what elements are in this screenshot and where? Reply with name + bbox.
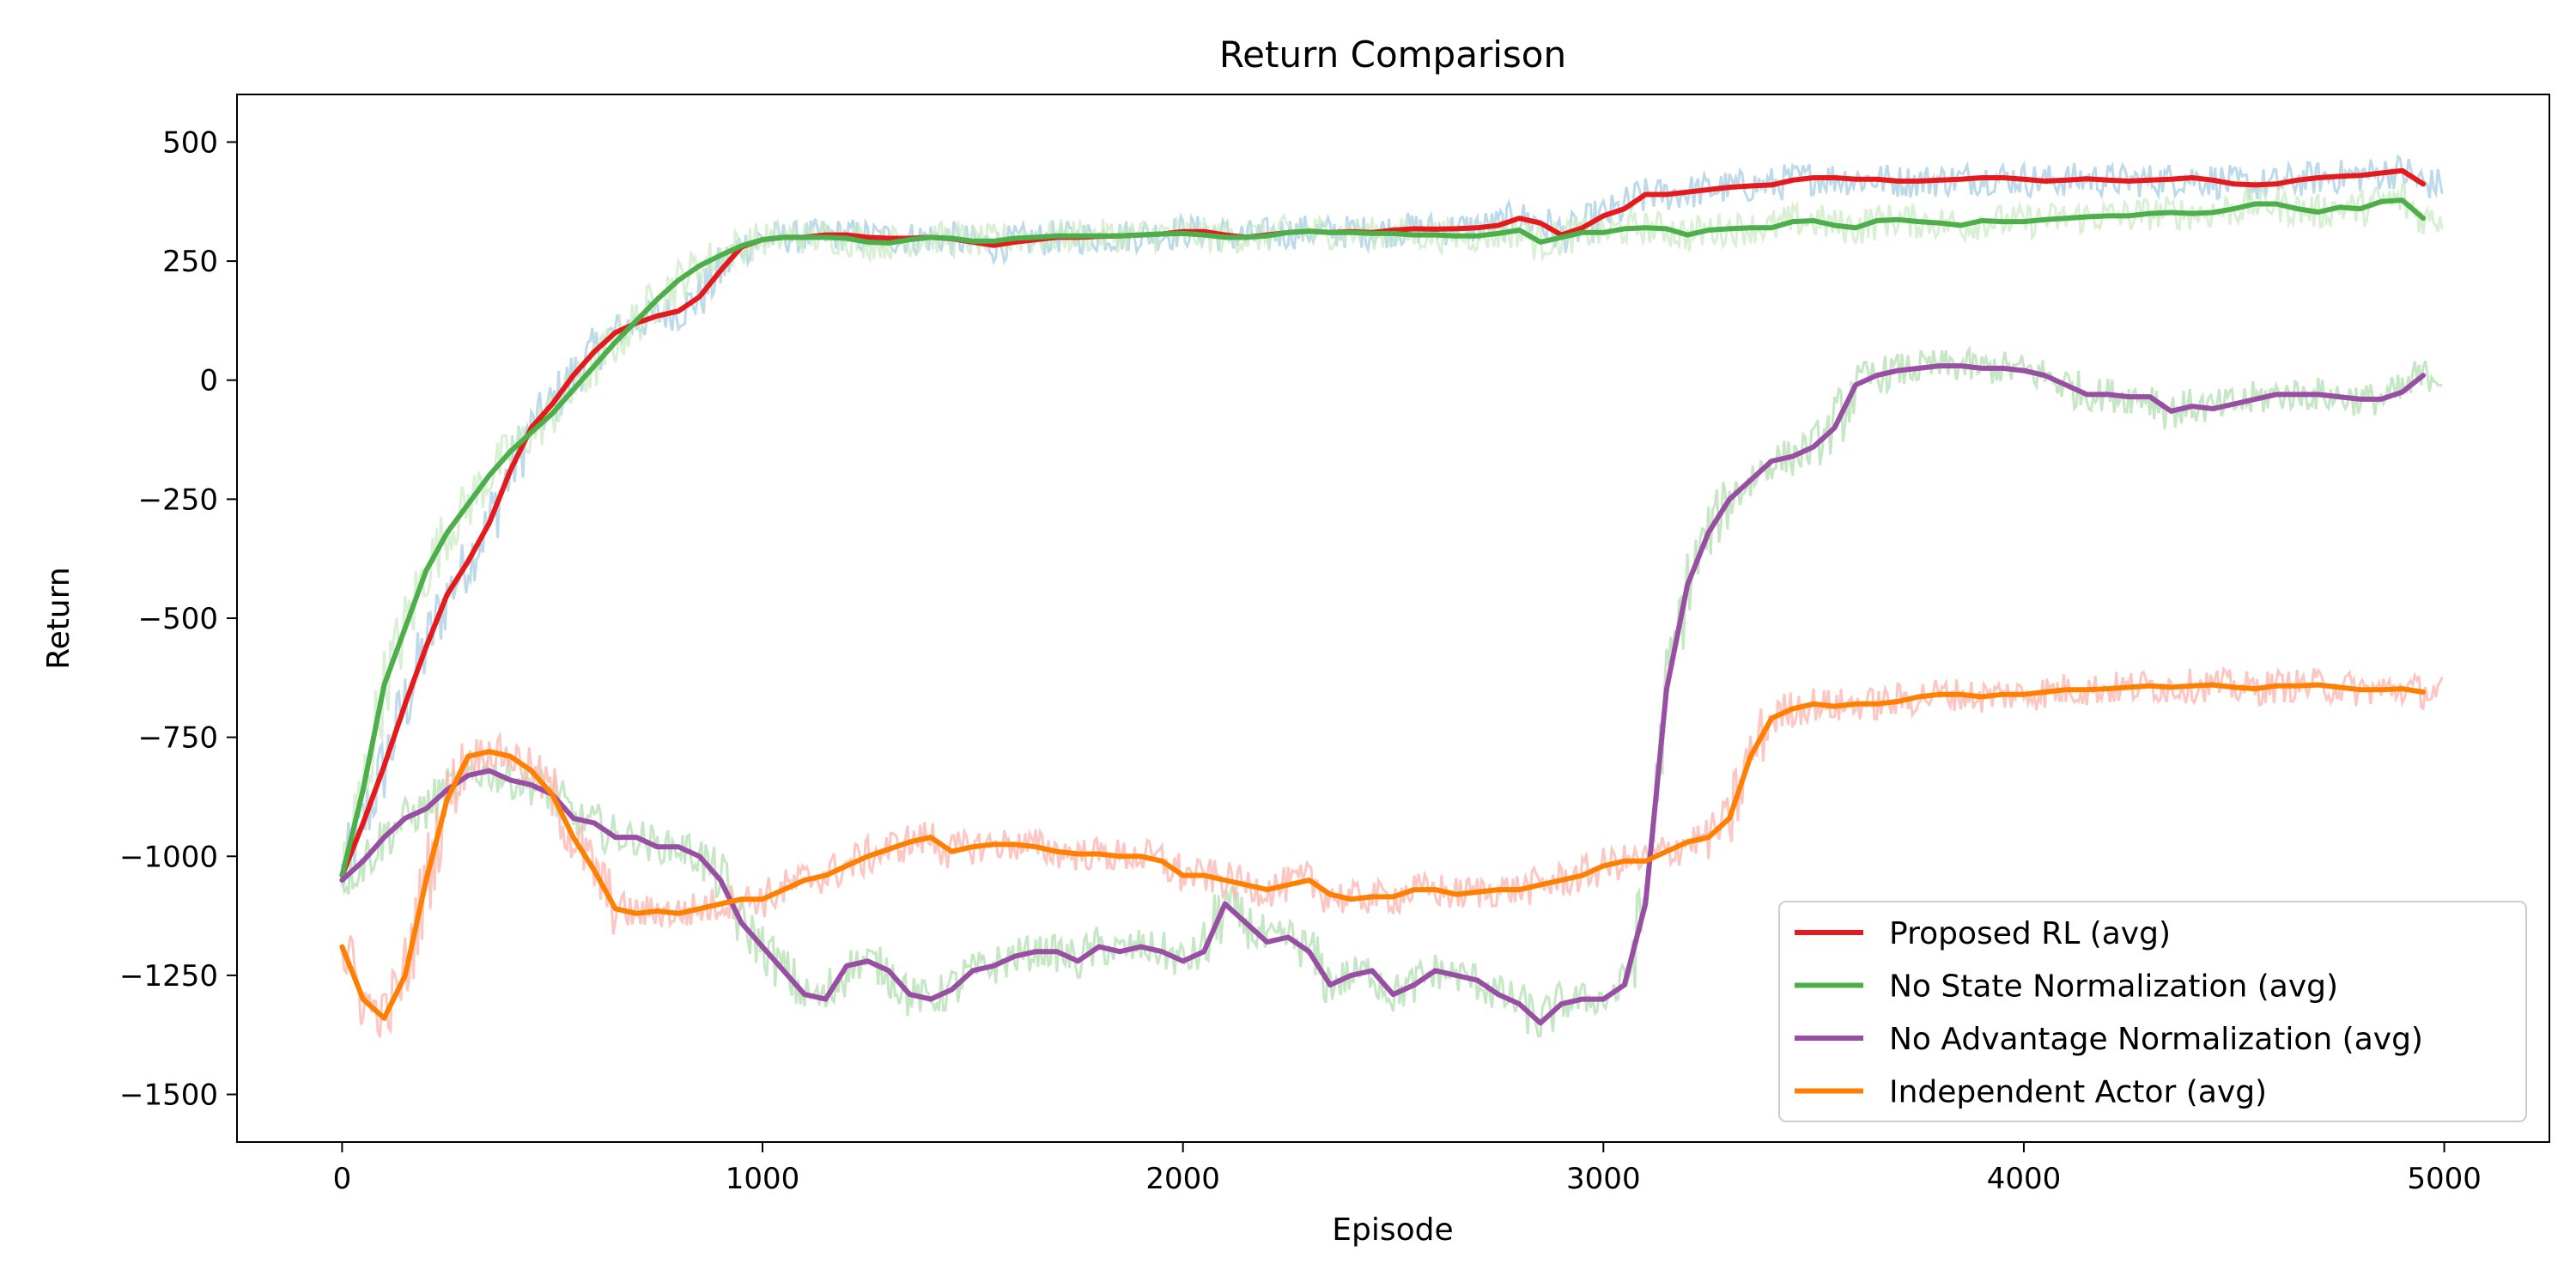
legend-box	[1778, 901, 2527, 1122]
raw-trace-2	[340, 344, 2443, 1038]
x-axis-ticks: 0 1000 2000 3000 4000 5000	[333, 1142, 2482, 1196]
y-tick-label: −1000	[119, 840, 218, 874]
series-line-3	[339, 682, 2427, 1021]
x-tick-label: 2000	[1145, 1162, 1220, 1196]
legend-entry: Independent Actor (avg)	[1889, 1075, 2267, 1110]
avg-series-layer	[339, 167, 2427, 1026]
y-tick-label: −250	[138, 483, 218, 517]
series-line-2	[339, 363, 2427, 1026]
x-tick-label: 4000	[1987, 1162, 2062, 1196]
y-axis-ticks: 500 250 0 −250 −500 −750 −1000 −1250 −1500	[119, 125, 237, 1113]
chart-title: Return Comparison	[1219, 33, 1566, 76]
y-tick-label: −750	[138, 721, 218, 756]
y-tick-label: 250	[162, 245, 218, 279]
legend-entry: No State Normalization (avg)	[1889, 969, 2338, 1005]
y-tick-label: 500	[162, 125, 218, 160]
x-tick-label: 5000	[2407, 1162, 2482, 1196]
x-axis-label: Episode	[1332, 1212, 1453, 1248]
legend-entry: No Advantage Normalization (avg)	[1889, 1022, 2423, 1057]
x-tick-label: 0	[333, 1162, 352, 1196]
legend-entry: Proposed RL (avg)	[1889, 916, 2171, 951]
y-axis-label: Return	[41, 567, 76, 669]
y-tick-label: −500	[138, 602, 218, 636]
y-tick-label: −1250	[119, 959, 218, 993]
series-line-1	[339, 197, 2427, 878]
legend: Proposed RL (avg) No State Normalization …	[1778, 901, 2527, 1122]
x-tick-label: 3000	[1566, 1162, 1641, 1196]
x-tick-label: 1000	[726, 1162, 800, 1196]
y-tick-label: −1500	[119, 1078, 218, 1113]
y-tick-label: 0	[199, 364, 218, 398]
